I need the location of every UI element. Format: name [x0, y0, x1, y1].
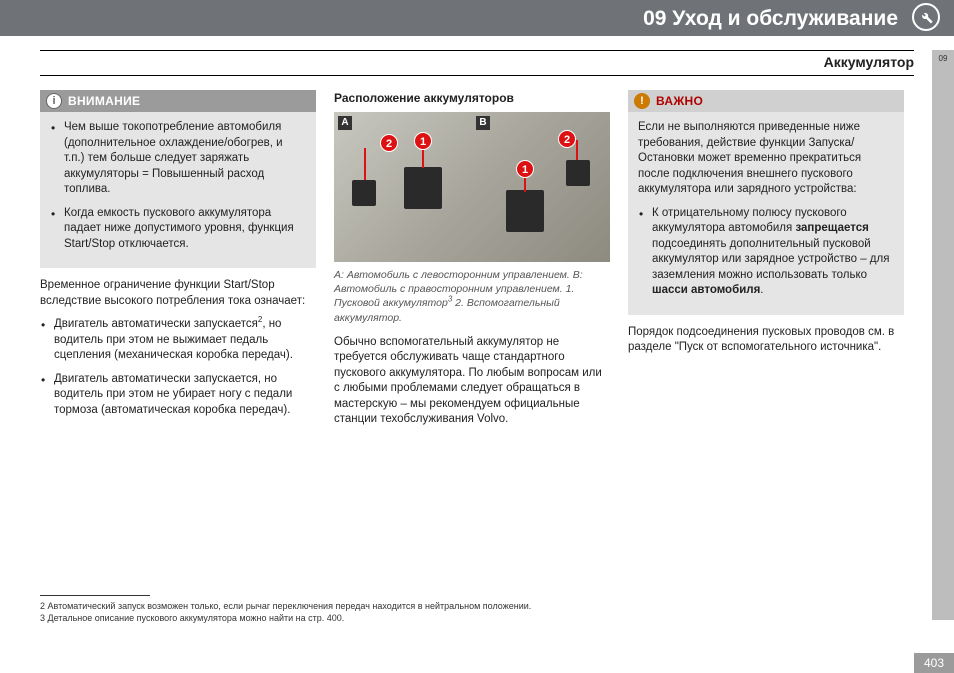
section-title-row: Аккумулятор — [40, 53, 914, 76]
bullet-list: Двигатель автоматически запускается2, но… — [40, 317, 316, 418]
note-box: i ВНИМАНИЕ Чем выше токопотребление авто… — [40, 90, 316, 268]
chapter-title: 09 Уход и обслуживание — [643, 5, 898, 33]
page-number: 403 — [914, 653, 954, 673]
callout-1: 1 — [516, 160, 534, 178]
panel-label-b: B — [476, 116, 490, 130]
figure-caption: A: Автомобиль с левосторонним управление… — [334, 268, 610, 325]
battery-shape — [352, 180, 376, 206]
note-body: Чем выше токопотребление автомобиля (доп… — [40, 112, 316, 252]
page-content: Аккумулятор i ВНИМАНИЕ Чем выше токопотр… — [0, 36, 954, 632]
footnote: 3 Детальное описание пускового аккумулят… — [40, 612, 894, 624]
paragraph: Обычно вспомогательный аккумулятор не тр… — [334, 335, 610, 428]
section-title: Аккумулятор — [824, 53, 914, 72]
important-body: Если не выполняются приведенные ниже тре… — [628, 112, 904, 299]
columns: i ВНИМАНИЕ Чем выше токопотребление авто… — [40, 90, 914, 436]
subhead: Расположение аккумуляторов — [334, 90, 610, 106]
list-item: К отрицательному полюсу пускового аккуму… — [652, 206, 894, 299]
callout-line — [576, 140, 578, 160]
note-box-head: i ВНИМАНИЕ — [40, 90, 316, 112]
paragraph: Временное ограничение функции Start/Stop… — [40, 278, 316, 309]
battery-figure: A B 1 2 1 2 — [334, 112, 610, 262]
column-3: ! ВАЖНО Если не выполняются приведенные … — [628, 90, 904, 436]
note-item: Чем выше токопотребление автомобиля (доп… — [64, 120, 306, 198]
callout-2: 2 — [558, 130, 576, 148]
paragraph: Порядок подсоединения пусковых проводов … — [628, 325, 904, 356]
wrench-icon — [912, 3, 940, 31]
footnotes: 2 Автоматический запуск возможен только,… — [40, 595, 894, 624]
important-box: ! ВАЖНО Если не выполняются приведенные … — [628, 90, 904, 315]
column-1: i ВНИМАНИЕ Чем выше токопотребление авто… — [40, 90, 316, 436]
paragraph: Если не выполняются приведенные ниже тре… — [638, 120, 894, 198]
footnote: 2 Автоматический запуск возможен только,… — [40, 600, 894, 612]
list-item: Двигатель автоматически запускается2, но… — [54, 317, 316, 364]
important-title: ВАЖНО — [656, 93, 703, 109]
column-2: Расположение аккумуляторов A B 1 2 1 2 A… — [334, 90, 610, 436]
panel-label-a: A — [338, 116, 352, 130]
callout-2: 2 — [380, 134, 398, 152]
callout-line — [364, 148, 366, 180]
callout-1: 1 — [414, 132, 432, 150]
warning-icon: ! — [634, 93, 650, 109]
footnote-rule — [40, 595, 150, 596]
rule-top — [40, 50, 914, 51]
battery-shape — [404, 167, 442, 209]
important-box-head: ! ВАЖНО — [628, 90, 904, 112]
chapter-header: 09 Уход и обслуживание — [0, 0, 954, 36]
note-title: ВНИМАНИЕ — [68, 93, 140, 109]
info-icon: i — [46, 93, 62, 109]
note-item: Когда емкость пускового аккумулятора пад… — [64, 206, 306, 253]
list-item: Двигатель автоматически запускается, но … — [54, 372, 316, 419]
battery-shape — [566, 160, 590, 186]
battery-shape — [506, 190, 544, 232]
